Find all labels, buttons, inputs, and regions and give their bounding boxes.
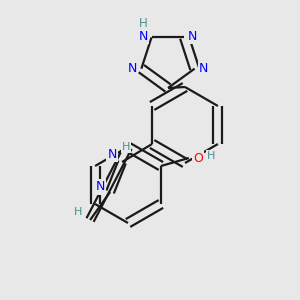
Text: H: H [122,142,130,152]
Text: H: H [74,207,82,217]
Text: N: N [128,62,137,75]
Text: N: N [199,62,208,75]
Text: H: H [207,151,215,161]
Text: N: N [95,181,105,194]
Text: O: O [193,152,203,164]
Text: N: N [107,148,117,160]
Text: N: N [188,30,197,43]
Text: N: N [139,30,148,43]
Text: H: H [139,17,148,30]
